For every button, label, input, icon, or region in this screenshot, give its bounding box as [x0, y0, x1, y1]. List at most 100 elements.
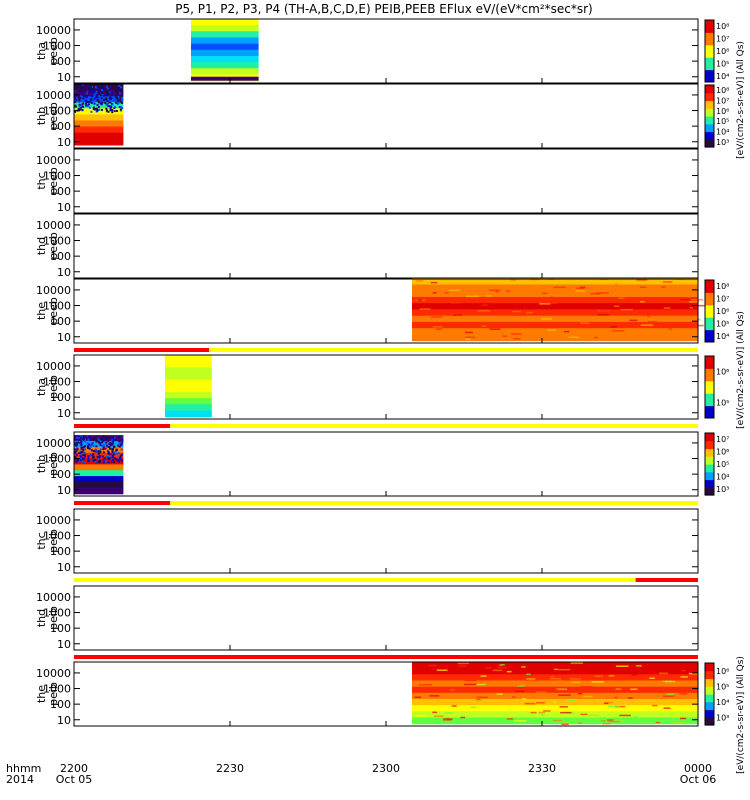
spectrogram-speckle: [119, 456, 122, 459]
spectrogram-speckle: [92, 450, 95, 453]
spectrogram-streak: [640, 301, 645, 303]
spectrogram-speckle: [87, 84, 90, 86]
spectrogram-speckle: [97, 91, 100, 94]
spectrogram-streak: [511, 333, 522, 335]
spectrogram-speckle: [92, 444, 95, 447]
colorbar-title: [eV/(cm2-s-sr-eV)] (All Qs): [736, 311, 746, 429]
panel-label-product: peib: [47, 529, 60, 553]
spectrogram-speckle: [113, 457, 116, 460]
spectrogram-streak: [466, 697, 478, 699]
spectrogram-speckle: [101, 109, 103, 111]
panel-frame: [73, 83, 699, 149]
colorbar-segment: [705, 356, 714, 369]
spectrogram-speckle: [115, 448, 118, 451]
spectrogram-speckle: [105, 93, 108, 96]
spectrogram-speckle: [111, 454, 114, 457]
spectrogram-streak: [510, 279, 517, 281]
y-tick-label: 10: [57, 266, 71, 279]
spectrogram-speckle: [97, 90, 100, 93]
spectrogram-streak: [549, 678, 562, 680]
spectrogram-streak: [555, 688, 564, 690]
panel-label: thapeib: [35, 375, 60, 399]
spectrogram-speckle: [81, 460, 84, 463]
spectrogram-speckle: [101, 87, 104, 90]
spectrogram-streak: [669, 325, 674, 327]
y-tick-label: 1000: [43, 300, 71, 313]
spectrogram-speckle: [112, 436, 114, 439]
x-tick-label: 2330: [528, 762, 556, 775]
spectrogram-speckle: [120, 443, 123, 446]
spectrogram-band: [412, 680, 698, 688]
spectrogram-speckle: [85, 96, 88, 99]
colorbar-segment: [705, 304, 714, 318]
spectrogram-streak: [580, 713, 588, 716]
panel-label-probe: thc: [35, 532, 48, 549]
colorbar-segment: [705, 686, 714, 695]
spectrogram-speckle: [111, 444, 114, 447]
colorbar-segment: [705, 85, 714, 94]
spectrogram-speckle: [103, 444, 106, 447]
spectrogram-streak: [568, 699, 575, 702]
spectrogram-speckle: [102, 440, 105, 443]
colorbar-frame: [704, 662, 715, 726]
spectrogram-speckle: [87, 103, 90, 106]
spectrogram-speckle: [111, 439, 113, 442]
spectrogram-streak: [417, 299, 422, 301]
spectrogram-speckle: [84, 440, 86, 443]
spectrogram-speckle: [78, 89, 81, 92]
spectrogram-streak: [548, 278, 554, 281]
colorbar-segment: [705, 69, 714, 83]
spectrogram-streak: [613, 696, 618, 699]
y-tick-label: 10: [57, 331, 71, 344]
spectrogram-streak: [552, 719, 562, 722]
spectrogram-streak: [464, 331, 474, 334]
spectrogram-streak: [477, 310, 491, 312]
spectrogram-speckle: [99, 461, 101, 464]
spectrogram-speckle: [96, 437, 99, 440]
spectrogram-streak: [435, 705, 447, 708]
colorbar-segment: [705, 139, 714, 148]
spectrogram-streak: [599, 309, 609, 312]
spectrogram-speckle: [85, 102, 88, 105]
spectrogram-streak: [631, 674, 638, 676]
spectrogram-streak: [418, 684, 432, 686]
spectrogram-streak: [652, 280, 656, 282]
spectrogram-streak: [453, 314, 462, 316]
spectrogram-band: [191, 37, 259, 45]
colorbar-segment: [705, 44, 714, 58]
colorbar-segment: [705, 317, 714, 331]
spectrogram-streak: [640, 324, 654, 326]
spectrogram-speckle: [110, 435, 113, 438]
spectrogram-speckle: [79, 455, 82, 458]
spectrogram-streak: [463, 288, 475, 291]
spectrogram-speckle: [111, 93, 114, 96]
spectrogram-streak: [586, 669, 591, 672]
spectrogram-speckle: [117, 444, 119, 447]
colorbar-segment: [705, 440, 714, 450]
colorbar-segment: [705, 280, 714, 293]
spectrogram-speckle: [84, 455, 87, 458]
spectrogram-speckle: [75, 439, 78, 442]
spectrogram-speckle: [96, 103, 99, 106]
y-tick-label: 100: [50, 185, 71, 198]
spectrogram-speckle: [101, 92, 103, 94]
spectrogram-band: [74, 120, 124, 128]
spectrogram-speckle: [119, 100, 121, 103]
spectrogram-speckle: [117, 100, 119, 103]
spectrogram-streak: [559, 706, 568, 708]
spectrogram-streak: [630, 688, 638, 690]
spectrogram-speckle: [111, 459, 114, 462]
spectrogram-speckle: [83, 95, 85, 98]
spectrogram-speckle: [93, 438, 96, 441]
spectrogram-speckle: [120, 448, 123, 451]
panel-label-product: peib: [47, 375, 60, 399]
spectrogram-speckle: [97, 105, 100, 108]
spectrogram-speckle: [78, 100, 81, 103]
spectrogram-streak: [470, 706, 477, 709]
panel-label: thepeib: [35, 682, 60, 706]
spectrogram-streak: [619, 714, 631, 717]
spectrogram-streak: [553, 701, 557, 703]
spectrogram-speckle: [119, 92, 121, 95]
spectrogram-speckle: [121, 439, 124, 441]
spectrogram-speckle: [106, 100, 109, 103]
